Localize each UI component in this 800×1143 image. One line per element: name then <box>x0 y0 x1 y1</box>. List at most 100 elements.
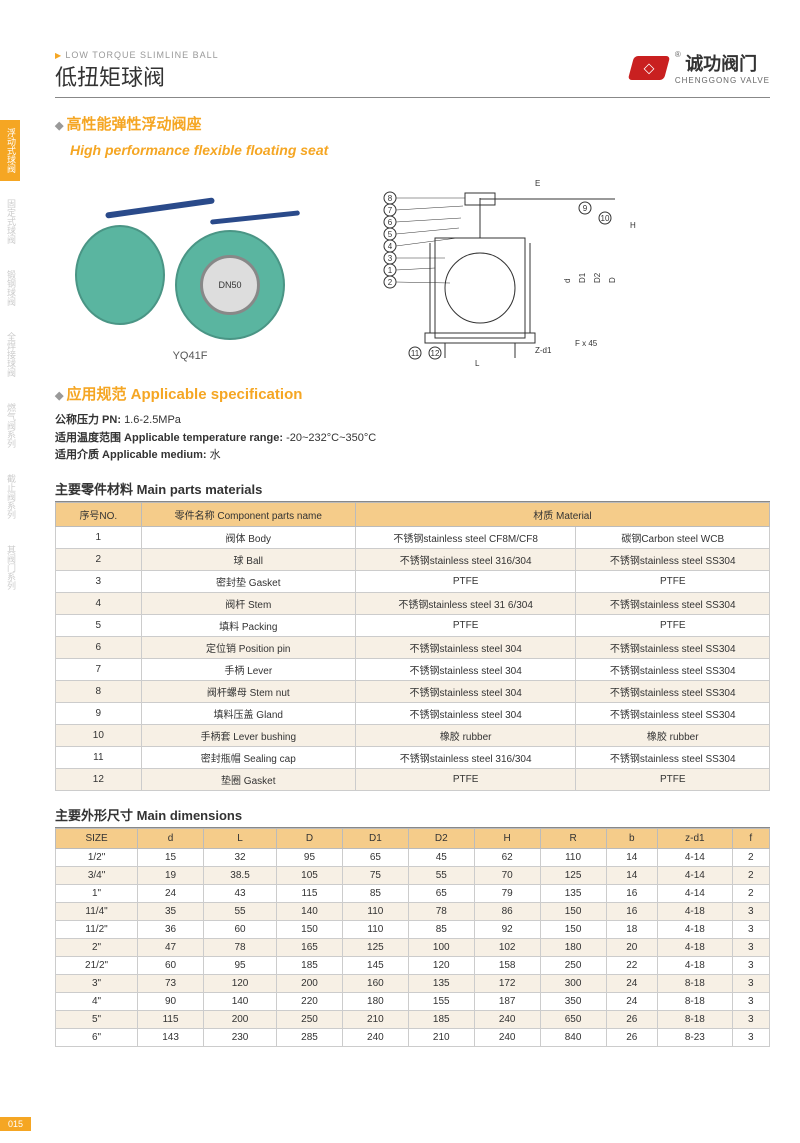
materials-heading: 主要零件材料 Main parts materials <box>55 479 770 502</box>
table-cell: 85 <box>408 920 474 938</box>
table-cell: 140 <box>204 992 277 1010</box>
table-cell: 阀杆螺母 Stem nut <box>141 680 355 702</box>
table-cell: 不锈钢stainless steel 304 <box>355 658 576 680</box>
table-cell: 不锈钢stainless steel 304 <box>355 680 576 702</box>
svg-text:8: 8 <box>388 194 393 203</box>
table-cell: 5 <box>56 614 142 636</box>
table-cell: 135 <box>408 974 474 992</box>
table-cell: 220 <box>277 992 343 1010</box>
table-cell: 不锈钢stainless steel 316/304 <box>355 746 576 768</box>
table-cell: 3 <box>732 992 769 1010</box>
svg-text:d: d <box>563 279 572 283</box>
table-cell: 285 <box>277 1028 343 1046</box>
table-cell: 10 <box>56 724 142 746</box>
table-cell: 不锈钢stainless steel SS304 <box>576 636 770 658</box>
table-cell: 3 <box>732 920 769 938</box>
side-tab: 截止阀系列 <box>0 466 20 527</box>
svg-text:4: 4 <box>388 242 393 251</box>
table-cell: 95 <box>204 956 277 974</box>
table-cell: 不锈钢stainless steel 304 <box>355 636 576 658</box>
table-row: 1阀体 Body不锈钢stainless steel CF8M/CF8碳钢Car… <box>56 526 770 548</box>
section-1-subtitle: High performance flexible floating seat <box>70 142 770 158</box>
table-cell: 不锈钢stainless steel SS304 <box>576 592 770 614</box>
table-cell: 165 <box>277 938 343 956</box>
brand-logo: ® 诚功阀门 CHENGGONG VALVE <box>631 50 770 85</box>
side-tab: 浮动式球阀 <box>0 120 20 181</box>
table-cell: PTFE <box>576 768 770 790</box>
svg-text:D: D <box>608 277 617 283</box>
svg-text:E: E <box>535 179 540 188</box>
table-cell: 阀体 Body <box>141 526 355 548</box>
table-cell: 240 <box>474 1010 540 1028</box>
table-cell: 36 <box>138 920 204 938</box>
table-cell: 不锈钢stainless steel 316/304 <box>355 548 576 570</box>
table-cell: 定位销 Position pin <box>141 636 355 658</box>
table-cell: 230 <box>204 1028 277 1046</box>
medium-value: 水 <box>210 449 221 461</box>
table-cell: 47 <box>138 938 204 956</box>
logo-icon <box>628 56 670 80</box>
table-cell: 100 <box>408 938 474 956</box>
side-tab: 燃气阀系列 <box>0 395 20 456</box>
table-row: 11/2"36601501108592150184-183 <box>56 920 770 938</box>
table-row: 6定位销 Position pin不锈钢stainless steel 304不… <box>56 636 770 658</box>
section-1-title: 高性能弹性浮动阀座 <box>55 113 770 134</box>
svg-text:1: 1 <box>388 266 393 275</box>
table-cell: 3 <box>732 1028 769 1046</box>
table-header: H <box>474 828 540 848</box>
table-cell: 橡胶 rubber <box>576 724 770 746</box>
table-cell: 22 <box>606 956 658 974</box>
table-cell: 不锈钢stainless steel SS304 <box>576 680 770 702</box>
table-cell: 158 <box>474 956 540 974</box>
table-cell: 85 <box>342 884 408 902</box>
table-cell: 75 <box>342 866 408 884</box>
temp-value: -20~232°C~350°C <box>286 432 376 444</box>
table-cell: 210 <box>342 1010 408 1028</box>
svg-text:12: 12 <box>431 349 440 358</box>
svg-text:Z-d1: Z-d1 <box>535 346 552 355</box>
table-cell: 120 <box>408 956 474 974</box>
table-cell: 92 <box>474 920 540 938</box>
table-cell: 210 <box>408 1028 474 1046</box>
table-row: 5"115200250210185240650268-183 <box>56 1010 770 1028</box>
table-cell: 38.5 <box>204 866 277 884</box>
section-2-title: 应用规范 Applicable specification <box>55 383 770 404</box>
table-header: z-d1 <box>658 828 732 848</box>
table-row: 3/4"1938.5105755570125144-142 <box>56 866 770 884</box>
technical-diagram: 8 7 6 5 4 3 1 2 9 10 11 12 E H d D1 D2 <box>335 168 655 368</box>
table-cell: 79 <box>474 884 540 902</box>
side-tab: 其阀门系列 <box>0 537 20 598</box>
table-cell: 250 <box>540 956 606 974</box>
table-cell: 125 <box>342 938 408 956</box>
product-model-label: YQ41F <box>75 350 305 362</box>
table-row: 9填料压盖 Gland不锈钢stainless steel 304不锈钢stai… <box>56 702 770 724</box>
table-header: D <box>277 828 343 848</box>
table-cell: 185 <box>408 1010 474 1028</box>
table-cell: 187 <box>474 992 540 1010</box>
table-cell: 65 <box>342 848 408 866</box>
spec-block: 公称压力 PN: 1.6-2.5MPa 适用温度范围 Applicable te… <box>55 412 770 465</box>
table-cell: 250 <box>277 1010 343 1028</box>
table-cell: 1 <box>56 526 142 548</box>
table-cell: 密封瓶帽 Sealing cap <box>141 746 355 768</box>
page-number: 015 <box>0 1117 31 1131</box>
table-cell: 200 <box>204 1010 277 1028</box>
table-cell: 12 <box>56 768 142 790</box>
table-cell: 4-18 <box>658 920 732 938</box>
table-cell: 650 <box>540 1010 606 1028</box>
table-cell: 14 <box>606 866 658 884</box>
table-row: 8阀杆螺母 Stem nut不锈钢stainless steel 304不锈钢s… <box>56 680 770 702</box>
table-cell: 20 <box>606 938 658 956</box>
table-cell: 4-18 <box>658 902 732 920</box>
table-cell: 3 <box>732 974 769 992</box>
table-cell: 350 <box>540 992 606 1010</box>
table-cell: 180 <box>342 992 408 1010</box>
table-cell: 26 <box>606 1010 658 1028</box>
th-name: 零件名称 Component parts name <box>141 502 355 526</box>
table-cell: 120 <box>204 974 277 992</box>
table-cell: 6 <box>56 636 142 658</box>
table-cell: 145 <box>342 956 408 974</box>
table-row: 12垫圈 GasketPTFEPTFE <box>56 768 770 790</box>
table-cell: 15 <box>138 848 204 866</box>
table-cell: 不锈钢stainless steel SS304 <box>576 658 770 680</box>
